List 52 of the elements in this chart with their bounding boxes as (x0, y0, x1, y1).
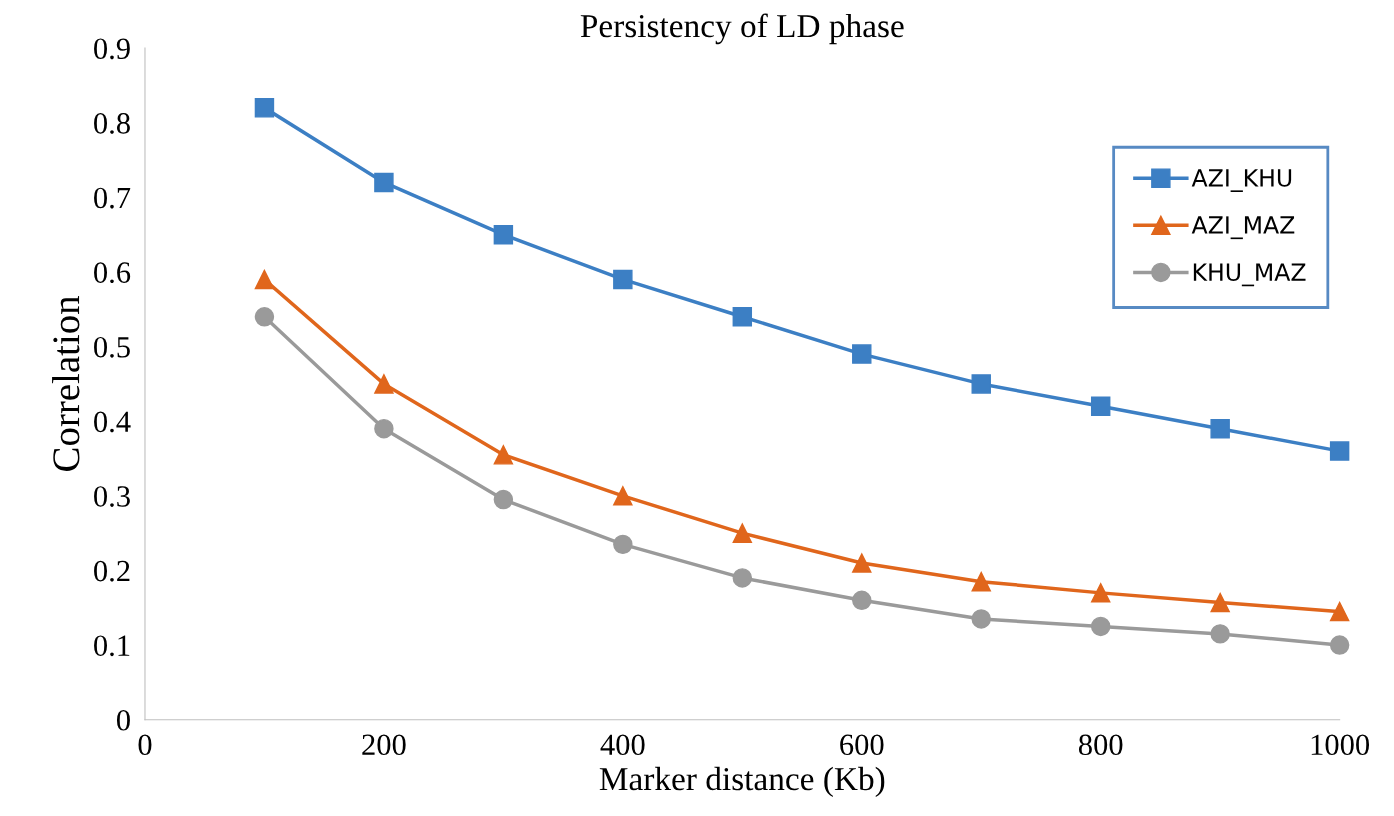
x-tick-label: 600 (840, 734, 884, 756)
point (1329, 635, 1350, 655)
x-tick-label: 1000 (1311, 734, 1370, 756)
point (493, 224, 514, 245)
point (971, 571, 991, 592)
point (732, 307, 753, 327)
point (374, 374, 394, 394)
y-tick-label: 0 (116, 709, 130, 731)
x-tick-label: 400 (600, 734, 645, 756)
legend-label: AZI_MAZ (1191, 216, 1295, 240)
y-tick-label: 0.8 (94, 113, 130, 134)
point (374, 172, 394, 193)
point (852, 553, 872, 573)
point (613, 269, 633, 290)
point (254, 98, 275, 118)
point (732, 523, 753, 543)
point (732, 568, 753, 588)
point (613, 534, 633, 555)
y-tick-label: 0.6 (94, 262, 131, 284)
y-tick-label: 0.2 (94, 560, 130, 582)
x-tick-label: 800 (1078, 734, 1123, 756)
point (613, 486, 633, 506)
point (1090, 616, 1111, 637)
x-axis-title: Marker distance (Kb) (599, 766, 885, 798)
point (971, 609, 991, 629)
y-tick-label: 0.4 (94, 411, 131, 433)
x-tick-label: 200 (362, 734, 406, 756)
point (1210, 592, 1230, 613)
point (852, 590, 872, 611)
y-tick-label: 0.9 (94, 38, 130, 60)
y-tick-label: 0.3 (94, 486, 130, 507)
point (254, 269, 275, 290)
y-tick-label: 0.7 (94, 187, 131, 209)
point (1210, 624, 1230, 644)
point (1329, 601, 1350, 622)
point (493, 489, 514, 510)
point (1090, 396, 1111, 417)
y-axis-title: Correlation (52, 295, 80, 471)
point (254, 307, 275, 327)
chart-title: Persistency of LD phase (580, 13, 904, 45)
y-tick-label: 0.1 (94, 635, 130, 657)
point (493, 445, 514, 465)
point (1210, 418, 1230, 439)
legend-label: AZI_KHU (1191, 169, 1292, 193)
point (1329, 441, 1350, 461)
y-tick-label: 0.5 (94, 336, 130, 358)
point (852, 344, 872, 364)
point (971, 374, 991, 394)
x-tick-label: 0 (138, 734, 152, 756)
point (374, 418, 394, 439)
point (1090, 583, 1111, 603)
legend-label: KHU_MAZ (1193, 263, 1306, 287)
